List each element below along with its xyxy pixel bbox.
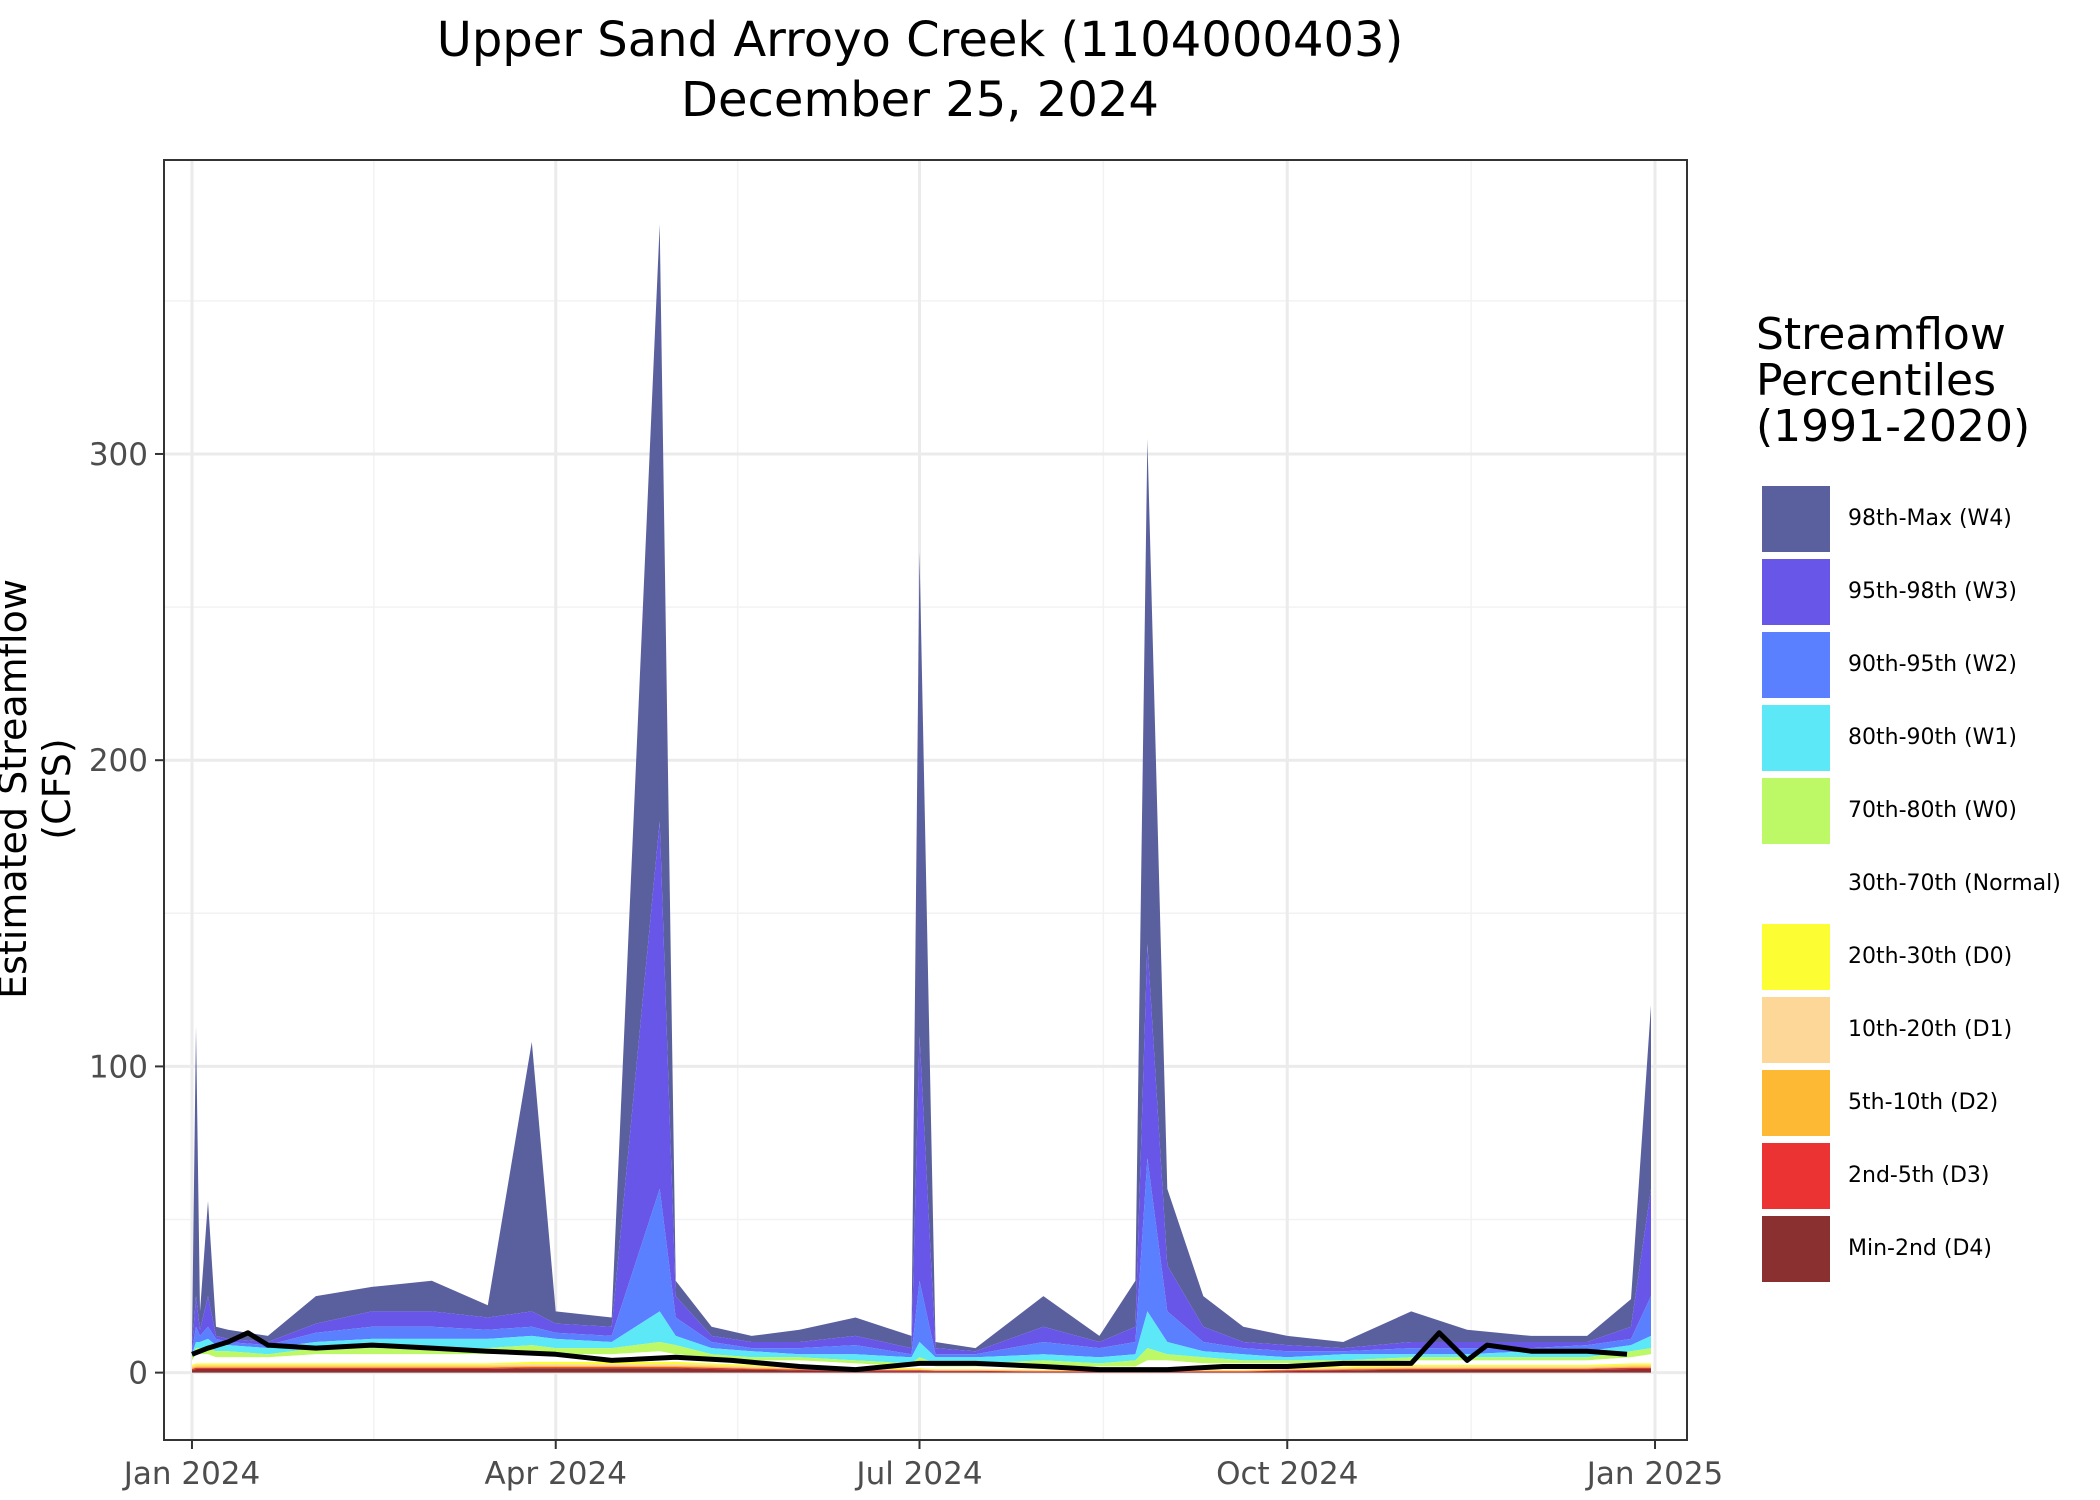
legend-swatch — [1762, 559, 1830, 625]
band-d3 — [192, 1367, 1651, 1372]
legend-swatch — [1762, 632, 1830, 698]
streamflow-line-0 — [191, 1330, 1628, 1373]
legend-label: 98th-Max (W4) — [1848, 506, 2012, 531]
x-tick-label: Apr 2024 — [485, 1456, 627, 1492]
legend-label: 90th-95th (W2) — [1848, 652, 2017, 677]
chart-title: Upper Sand Arroyo Creek (1104000403) — [436, 12, 1404, 68]
legend-swatch — [1762, 997, 1830, 1063]
legend-label: 80th-90th (W1) — [1848, 725, 2017, 750]
band-d1 — [192, 1364, 1651, 1371]
x-axis: Jan 2024 Apr 2024 Jul 2024 Oct 2024 Jan 2025 — [122, 1440, 1724, 1492]
y-tick-label: 0 — [128, 1356, 148, 1392]
legend-label: 10th-20th (D1) — [1848, 1017, 2013, 1042]
legend-label: Min-2nd (D4) — [1848, 1236, 1992, 1261]
band-w0 — [192, 1342, 1651, 1367]
legend-swatch — [1762, 1070, 1830, 1136]
x-tick-label: Jan 2024 — [122, 1456, 261, 1492]
legend-label: 20th-30th (D0) — [1848, 944, 2013, 969]
y-axis: 0 100 200 300 — [89, 437, 164, 1392]
legend-label: 30th-70th (Normal) — [1848, 871, 2061, 896]
legend-title: Percentiles — [1756, 355, 1997, 406]
x-tick-label: Oct 2024 — [1216, 1456, 1358, 1492]
streamflow-lines — [191, 1330, 1628, 1373]
chart-subtitle: December 25, 2024 — [681, 72, 1159, 128]
legend-swatch — [1762, 1216, 1830, 1282]
y-tick-label: 300 — [89, 437, 148, 473]
x-tick-label: Jan 2025 — [1585, 1456, 1724, 1492]
legend-title: Streamflow — [1756, 309, 2006, 360]
legend-swatch — [1762, 1143, 1830, 1209]
y-tick-label: 100 — [89, 1049, 148, 1085]
band-w1 — [192, 1311, 1651, 1364]
band-d2 — [192, 1365, 1651, 1372]
legend-label: 2nd-5th (D3) — [1848, 1163, 1990, 1188]
legend-label: 70th-80th (W0) — [1848, 798, 2017, 823]
legend-swatch — [1762, 705, 1830, 771]
legend-label: 5th-10th (D2) — [1848, 1090, 1999, 1115]
legend-swatch — [1762, 924, 1830, 990]
y-tick-label: 200 — [89, 743, 148, 779]
plot-border — [163, 159, 1688, 1441]
legend-swatch — [1762, 851, 1830, 917]
legend-swatch — [1762, 486, 1830, 552]
legend-swatch — [1762, 778, 1830, 844]
minor-grid — [164, 160, 1687, 1440]
legend-title: (1991-2020) — [1756, 401, 2031, 452]
band-w2 — [192, 1158, 1651, 1358]
major-grid — [164, 160, 1687, 1440]
x-tick-label: Jul 2024 — [854, 1456, 982, 1492]
band-w3 — [192, 821, 1651, 1355]
legend-label: 95th-98th (W3) — [1848, 579, 2017, 604]
band-d4 — [192, 1368, 1651, 1373]
band-w4 — [192, 224, 1651, 1352]
